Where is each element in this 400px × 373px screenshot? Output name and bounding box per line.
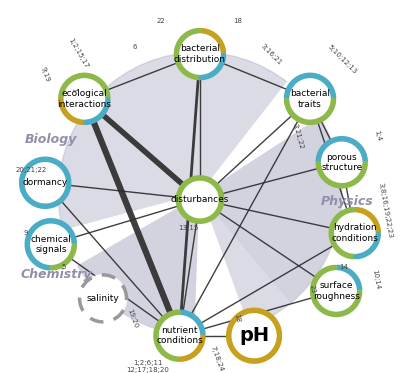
Circle shape	[176, 31, 224, 78]
Text: 1;2;15;17: 1;2;15;17	[68, 37, 90, 69]
Text: 9;19: 9;19	[40, 66, 51, 83]
Text: Physics: Physics	[321, 195, 374, 208]
Text: 23: 23	[308, 284, 316, 294]
Text: Chemistry: Chemistry	[21, 268, 92, 280]
Circle shape	[22, 159, 69, 206]
Text: 10;14: 10;14	[372, 269, 381, 290]
Circle shape	[27, 221, 74, 268]
Wedge shape	[200, 113, 342, 303]
Text: salinity: salinity	[87, 294, 119, 303]
Wedge shape	[200, 82, 319, 194]
Text: dormancy: dormancy	[22, 178, 68, 187]
Text: 6: 6	[132, 44, 137, 50]
Text: disturbances: disturbances	[171, 195, 229, 204]
Text: 14: 14	[339, 264, 348, 270]
Circle shape	[58, 52, 342, 336]
Text: 5: 5	[62, 264, 66, 270]
Circle shape	[80, 275, 126, 322]
Text: 1;4: 1;4	[374, 130, 382, 142]
Text: chemical
signals: chemical signals	[30, 235, 71, 254]
Text: 3;8;16;19;22;23: 3;8;16;19;22;23	[377, 182, 393, 239]
Text: 18: 18	[233, 18, 242, 23]
Circle shape	[331, 210, 378, 257]
Text: bacterial
traits: bacterial traits	[290, 89, 330, 109]
Text: surface
roughness: surface roughness	[313, 281, 360, 301]
Text: 3;16;21: 3;16;21	[259, 43, 282, 66]
Wedge shape	[195, 194, 248, 336]
Text: ecological
interactions: ecological interactions	[57, 89, 111, 109]
Text: hydration
conditions: hydration conditions	[332, 223, 378, 243]
Wedge shape	[72, 194, 200, 336]
Text: Biology: Biology	[25, 134, 77, 146]
Text: 3;21;22: 3;21;22	[292, 122, 304, 150]
Text: 7;18;24: 7;18;24	[209, 345, 224, 373]
Circle shape	[178, 178, 222, 221]
Text: 18: 18	[234, 313, 241, 323]
Text: 13;15: 13;15	[179, 225, 199, 231]
Text: porous
structure: porous structure	[321, 153, 362, 172]
Circle shape	[61, 75, 108, 122]
Text: nutrient
conditions: nutrient conditions	[156, 326, 203, 345]
Circle shape	[156, 312, 203, 359]
Wedge shape	[63, 194, 200, 265]
Circle shape	[318, 139, 365, 186]
Circle shape	[286, 75, 334, 122]
Text: 5;10;12;13: 5;10;12;13	[327, 44, 358, 75]
Text: 22: 22	[156, 18, 165, 23]
Text: pH: pH	[239, 326, 269, 345]
Circle shape	[229, 310, 280, 361]
Text: 9: 9	[23, 230, 28, 236]
Text: 1: 1	[70, 87, 76, 92]
Text: bacterial
distribution: bacterial distribution	[174, 44, 226, 64]
Circle shape	[313, 267, 360, 314]
Text: 20;21;22: 20;21;22	[15, 167, 47, 173]
Text: 19;20: 19;20	[126, 308, 139, 329]
Text: 1;2;6;11
12;17;18;20: 1;2;6;11 12;17;18;20	[126, 360, 169, 373]
